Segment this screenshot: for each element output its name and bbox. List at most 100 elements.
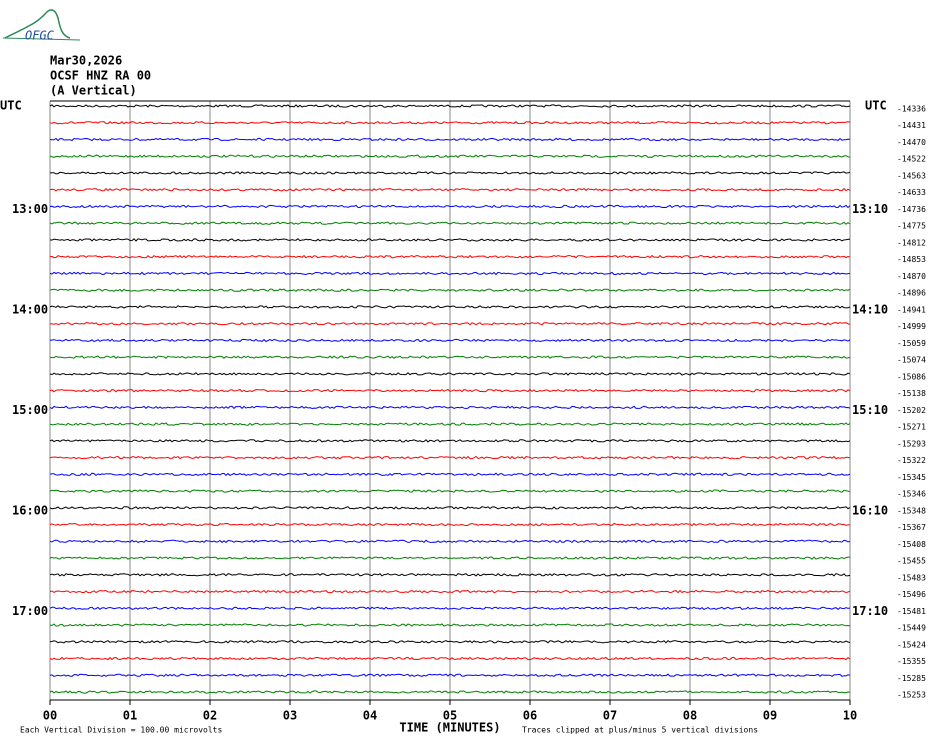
x-tick-label: 07 <box>603 709 617 723</box>
trace <box>49 522 850 527</box>
header-date: Mar30,2026 <box>50 54 122 68</box>
trace-offset-label: -15285 <box>897 674 926 683</box>
trace <box>49 606 851 611</box>
trace-offset-label: -15355 <box>897 657 926 666</box>
trace <box>49 506 851 510</box>
trace <box>49 154 851 158</box>
row-time-right: 13:10 <box>852 202 888 216</box>
trace-offset-label: -15253 <box>897 691 926 700</box>
trace <box>49 355 851 359</box>
trace <box>49 690 851 694</box>
trace <box>49 422 851 426</box>
trace-offset-label: -14563 <box>897 171 926 180</box>
trace-offset-label: -14775 <box>897 222 926 231</box>
trace-offset-label: -14999 <box>897 322 926 331</box>
trace-offset-label: -15483 <box>897 573 926 582</box>
trace-offset-label: -14812 <box>897 238 926 247</box>
header-station: OCSF HNZ RA 00 <box>50 69 151 83</box>
trace <box>49 489 851 493</box>
trace-offset-label: -14336 <box>897 105 926 114</box>
trace-offset-label: -15059 <box>897 339 926 348</box>
footer-left: Each Vertical Division = 100.00 microvol… <box>20 726 222 735</box>
row-time-left: 14:00 <box>12 302 48 316</box>
x-tick-label: 08 <box>683 709 697 723</box>
trace-offset-label: -14633 <box>897 188 926 197</box>
trace-offset-label: -14431 <box>897 121 926 130</box>
trace-offset-label: -14853 <box>897 255 926 264</box>
trace <box>49 539 851 544</box>
trace <box>49 372 851 376</box>
trace <box>49 104 851 108</box>
row-time-right: 14:10 <box>852 302 888 316</box>
trace <box>49 673 851 677</box>
trace <box>49 623 851 627</box>
x-tick-label: 04 <box>363 709 377 723</box>
trace-offset-label: -14522 <box>897 155 926 164</box>
row-time-left: 16:00 <box>12 503 48 517</box>
trace <box>49 271 851 276</box>
trace <box>49 573 851 577</box>
trace <box>49 640 851 644</box>
trace <box>49 439 851 443</box>
trace <box>49 238 851 242</box>
trace-offset-label: -15346 <box>897 490 926 499</box>
trace-offset-label: -15138 <box>897 389 926 398</box>
footer-right: Traces clipped at plus/minus 5 vertical … <box>522 726 758 735</box>
trace <box>49 472 851 477</box>
trace-offset-label: -15086 <box>897 372 926 381</box>
trace <box>49 221 851 225</box>
trace-offset-label: -15271 <box>897 423 926 432</box>
row-time-left: 13:00 <box>12 202 48 216</box>
x-tick-label: 01 <box>123 709 137 723</box>
trace-offset-label: -14896 <box>897 289 926 298</box>
trace-offset-label: -15496 <box>897 590 926 599</box>
row-time-right: 15:10 <box>852 403 888 417</box>
x-tick-label: 06 <box>523 709 537 723</box>
trace-offset-label: -14941 <box>897 305 926 314</box>
x-axis-label: TIME (MINUTES) <box>399 721 500 735</box>
trace <box>49 556 850 560</box>
header-component: (A Vertical) <box>50 84 137 98</box>
trace <box>49 254 851 259</box>
trace-offset-label: -14470 <box>897 138 926 147</box>
trace <box>49 455 851 460</box>
trace <box>49 137 851 142</box>
trace <box>49 388 851 393</box>
logo-graphic <box>4 9 71 39</box>
trace-offset-label: -14870 <box>897 272 926 281</box>
trace-offset-label: -15322 <box>897 456 926 465</box>
trace-offset-label: -15074 <box>897 356 926 365</box>
trace-offset-label: -15367 <box>897 523 926 532</box>
x-tick-label: 10 <box>843 709 857 723</box>
trace-offset-label: -14736 <box>897 205 926 214</box>
trace <box>49 656 851 661</box>
row-time-left: 15:00 <box>12 403 48 417</box>
trace <box>49 305 851 309</box>
trace <box>49 288 851 292</box>
trace <box>49 120 851 125</box>
right-axis-label: UTC <box>865 99 887 113</box>
row-time-left: 17:00 <box>12 604 48 618</box>
trace-offset-label: -15424 <box>897 640 926 649</box>
trace <box>49 204 851 209</box>
trace-offset-label: -15345 <box>897 473 926 482</box>
x-tick-label: 05 <box>443 709 457 723</box>
x-tick-label: 03 <box>283 709 297 723</box>
logo-line <box>2 37 81 41</box>
x-tick-label: 00 <box>43 709 57 723</box>
trace-offset-label: -15455 <box>897 557 926 566</box>
trace <box>49 187 851 192</box>
trace <box>49 171 851 175</box>
trace-offset-label: -15408 <box>897 540 926 549</box>
trace <box>49 589 851 594</box>
row-time-right: 17:10 <box>852 604 888 618</box>
row-time-right: 16:10 <box>852 503 888 517</box>
trace-offset-label: -15449 <box>897 624 926 633</box>
trace-offset-label: -15293 <box>897 439 926 448</box>
logo-text: OFGC <box>25 29 55 43</box>
trace <box>49 405 851 410</box>
x-tick-label: 02 <box>203 709 217 723</box>
trace-offset-label: -15348 <box>897 506 926 515</box>
x-tick-label: 09 <box>763 709 777 723</box>
